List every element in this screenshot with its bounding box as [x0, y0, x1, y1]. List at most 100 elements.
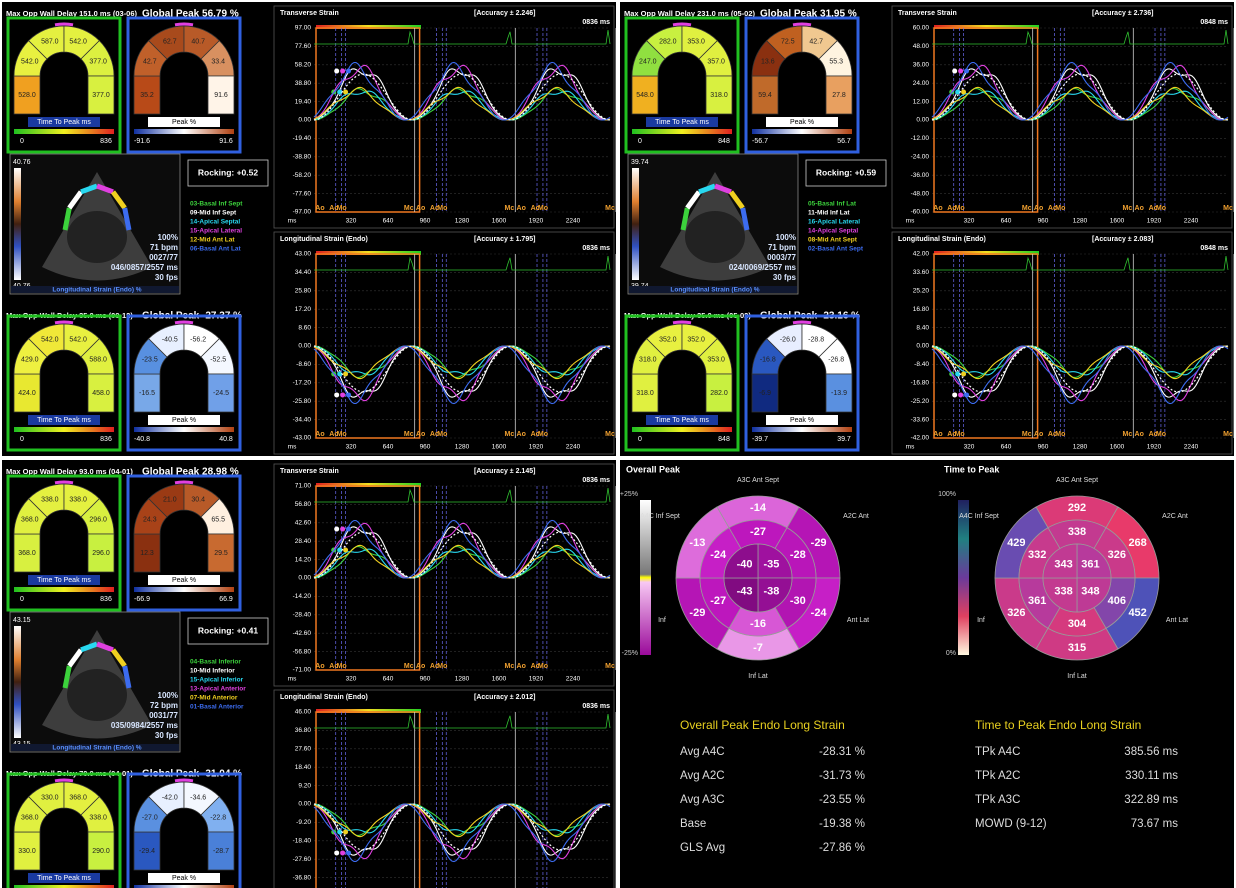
scale-label: 848 [718, 436, 730, 443]
x-tick-label: 2240 [566, 676, 581, 683]
segment-value: -23.5 [142, 357, 158, 364]
segment-arch: 330.0 368.0 330.0 368.0 338.0 290.0 Time To Pe… [6, 772, 122, 888]
strain-curve [313, 522, 611, 579]
myocardium-segment [122, 665, 132, 689]
arch-segment [87, 373, 115, 413]
y-tick-label: -18.40 [293, 838, 312, 845]
segment-value: 377.0 [89, 59, 107, 66]
event-label: Mc [505, 663, 515, 670]
segment-value: 338.0 [89, 815, 107, 822]
segment-value: 343 [1054, 558, 1072, 570]
legend-item: 03-Basal Inf Sept [190, 201, 243, 208]
image-stat: 0003/77 [767, 253, 796, 262]
row-label: TPk A4C [975, 746, 1020, 758]
event-label: Mo [955, 205, 965, 212]
row-label: TPk A3C [975, 794, 1020, 806]
graph-title: Longitudinal Strain (Endo) [280, 236, 368, 243]
y-tick-label: 97.00 [295, 25, 312, 32]
segment-arch: 528.0 542.0 587.0 542.0 377.0 377.0 Time To Pe… [6, 16, 122, 154]
event-label: Mo [337, 205, 347, 212]
x-tick-label: 1920 [1147, 444, 1162, 451]
segment-value: -16 [750, 618, 766, 630]
x-tick-label: 640 [1001, 444, 1012, 451]
segment-value: 42.7 [143, 59, 157, 66]
peak-dot [337, 547, 343, 553]
y-tick-label: 14.20 [295, 556, 312, 563]
segment-value: -7 [753, 642, 763, 654]
image-caption: Longitudinal Strain (Endo) % [670, 287, 759, 294]
graph-frame [273, 463, 615, 687]
strain-panel-canvas: Max Opp Wall Delay 231.0 ms (05-02) Globa… [624, 5, 1234, 455]
bullseye-segment [757, 577, 793, 613]
segment-value: 368.0 [69, 795, 87, 802]
row-label: Avg A3C [680, 794, 725, 806]
peak-dot [964, 392, 970, 398]
segment-value: 282.0 [710, 390, 728, 397]
scale-label: 836 [100, 436, 112, 443]
y-tick-label: -34.40 [293, 416, 312, 423]
image-scale-bar [632, 168, 639, 280]
rocking: Rocking: +0.41 [198, 625, 259, 635]
segment-value: 424.0 [18, 390, 36, 397]
event-label: Ac [531, 431, 540, 438]
segment-value: 72.5 [781, 39, 795, 46]
segment-value: -13 [689, 537, 705, 549]
image-stat: 0027/77 [149, 253, 178, 262]
arch-top-mark [672, 22, 692, 27]
event-label: Ac [430, 431, 439, 438]
average-curve [313, 73, 611, 121]
scale-label: 91.6 [219, 138, 233, 145]
y-tick-label: 9.20 [298, 782, 311, 789]
arch-label: Time To Peak ms [655, 417, 709, 424]
event-label: Mc [1123, 431, 1133, 438]
strain-curve [313, 86, 611, 121]
segment-value: 429.0 [21, 357, 39, 364]
segment-value: -52.5 [210, 357, 226, 364]
segment-value: 318.0 [710, 92, 728, 99]
arch-segment [825, 373, 853, 413]
event-label: Mc [505, 205, 515, 212]
arch-label: Time To Peak ms [37, 119, 91, 126]
scale-bottom: 0% [946, 650, 956, 657]
peak-dot [340, 68, 346, 74]
graph-frame [273, 689, 615, 888]
arch-segment [207, 75, 235, 115]
arch-label-box [28, 575, 100, 585]
event-label: Mo [437, 431, 447, 438]
phase-bar [316, 483, 421, 487]
segment-value: 368.0 [21, 815, 39, 822]
event-label: Mo [437, 205, 447, 212]
arch-label-box [148, 873, 220, 883]
legend-item: 04-Basal Inferior [190, 659, 241, 666]
y-tick-label: -42.60 [293, 630, 312, 637]
scale-bar [134, 885, 234, 888]
event-label: Mo [538, 431, 548, 438]
arch-label-box [28, 415, 100, 425]
strain-curve [313, 803, 611, 834]
scale-label: 0 [20, 596, 24, 603]
phase-bar [934, 25, 1039, 29]
event-label: Ac [1149, 431, 1158, 438]
x-tick-label: 1280 [1073, 444, 1088, 451]
segment-value: -27 [750, 526, 766, 538]
arch-segment [87, 533, 115, 573]
scale-bar [14, 587, 114, 592]
scale-bar [14, 885, 114, 888]
segment-value: 292 [1068, 502, 1086, 514]
segment-value: 33.4 [211, 59, 225, 66]
arch-label-box [148, 117, 220, 127]
scale-bar [134, 427, 234, 432]
segment-value: 542.0 [41, 337, 59, 344]
region-label: Inf Lat [1067, 673, 1087, 680]
bullseye: Overall Peak +25% -25% -14 -29 -24 -7 -29 -13 -27… [620, 464, 869, 679]
segment-value: 304 [1068, 618, 1087, 630]
caption-band [629, 286, 797, 293]
segment-value: 587.0 [41, 39, 59, 46]
peak-dot [337, 371, 343, 377]
legend-item: 14-Apical Septal [808, 228, 858, 235]
legend-item: 11-Mid Inf Lat [808, 210, 850, 217]
graph-time: 0848 ms [1200, 19, 1228, 26]
ecg-trace [932, 29, 1229, 45]
